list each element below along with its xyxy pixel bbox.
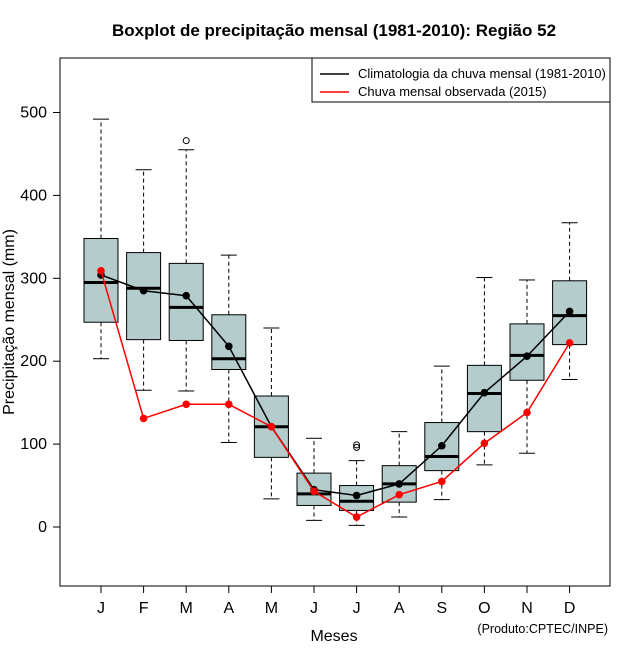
y-tick-label: 100 bbox=[20, 436, 47, 453]
point-observada bbox=[352, 513, 361, 521]
y-tick-label: 200 bbox=[20, 353, 47, 370]
point-observada bbox=[480, 439, 489, 448]
outlier-point bbox=[182, 137, 190, 145]
point-observada bbox=[438, 477, 446, 486]
box-iqr bbox=[126, 252, 162, 341]
x-tick-label: A bbox=[394, 600, 405, 617]
credit-text: (Produto:CPTEC/INPE) bbox=[477, 622, 608, 636]
y-tick-label: 400 bbox=[20, 187, 47, 204]
point-climatologia bbox=[480, 388, 489, 397]
x-tick-label: S bbox=[436, 600, 447, 617]
x-tick-label: A bbox=[223, 600, 234, 617]
legend-box bbox=[311, 57, 611, 103]
x-tick-label: M bbox=[265, 600, 278, 617]
y-tick-label: 300 bbox=[20, 270, 47, 287]
x-tick-label: J bbox=[97, 600, 105, 617]
point-climatologia bbox=[182, 291, 190, 300]
point-observada bbox=[225, 400, 233, 409]
point-observada bbox=[565, 339, 574, 347]
y-tick-label: 500 bbox=[20, 105, 47, 122]
x-tick-label: J bbox=[310, 600, 318, 617]
legend-label-observada: Chuva mensal observada (2015) bbox=[358, 84, 547, 99]
point-climatologia bbox=[395, 480, 404, 488]
point-observada bbox=[97, 267, 105, 275]
box-iqr bbox=[211, 314, 247, 370]
point-observada bbox=[182, 400, 190, 409]
x-tick-label: O bbox=[478, 600, 490, 617]
outlier-point bbox=[353, 441, 361, 449]
point-climatologia bbox=[438, 441, 446, 450]
legend: Climatologia da chuva mensal (1981-2010)… bbox=[311, 57, 611, 103]
y-axis: 0 100 200 300 400 500 bbox=[20, 105, 60, 536]
x-tick-label: N bbox=[521, 600, 533, 617]
point-observada bbox=[523, 408, 531, 417]
y-axis-label: Precipitação mensal (mm) bbox=[1, 229, 18, 415]
x-tick-label: J bbox=[353, 600, 361, 617]
box-iqr bbox=[509, 323, 545, 381]
outlier-point bbox=[353, 443, 361, 451]
point-observada bbox=[395, 490, 404, 499]
x-tick-label: F bbox=[139, 600, 149, 617]
x-tick-label: M bbox=[180, 600, 193, 617]
box-iqr bbox=[466, 364, 502, 433]
point-climatologia bbox=[352, 491, 361, 500]
series-line-observada bbox=[100, 270, 571, 518]
boxes-layer bbox=[83, 118, 588, 526]
legend-label-climatologia: Climatologia da chuva mensal (1981-2010) bbox=[358, 66, 606, 81]
point-observada bbox=[139, 414, 148, 423]
series-line-climatologia bbox=[100, 274, 571, 497]
point-climatologia bbox=[139, 286, 148, 295]
y-tick-label: 0 bbox=[38, 519, 47, 536]
point-observada bbox=[267, 422, 276, 431]
series-layer bbox=[97, 267, 574, 521]
box-iqr bbox=[168, 262, 204, 341]
chart-title: Boxplot de precipitação mensal (1981-201… bbox=[112, 21, 556, 40]
x-tick-label: D bbox=[564, 600, 576, 617]
point-climatologia bbox=[225, 342, 233, 351]
point-climatologia bbox=[565, 307, 574, 316]
point-climatologia bbox=[523, 352, 531, 361]
point-observada bbox=[310, 487, 318, 496]
x-axis-label: Meses bbox=[310, 628, 357, 645]
